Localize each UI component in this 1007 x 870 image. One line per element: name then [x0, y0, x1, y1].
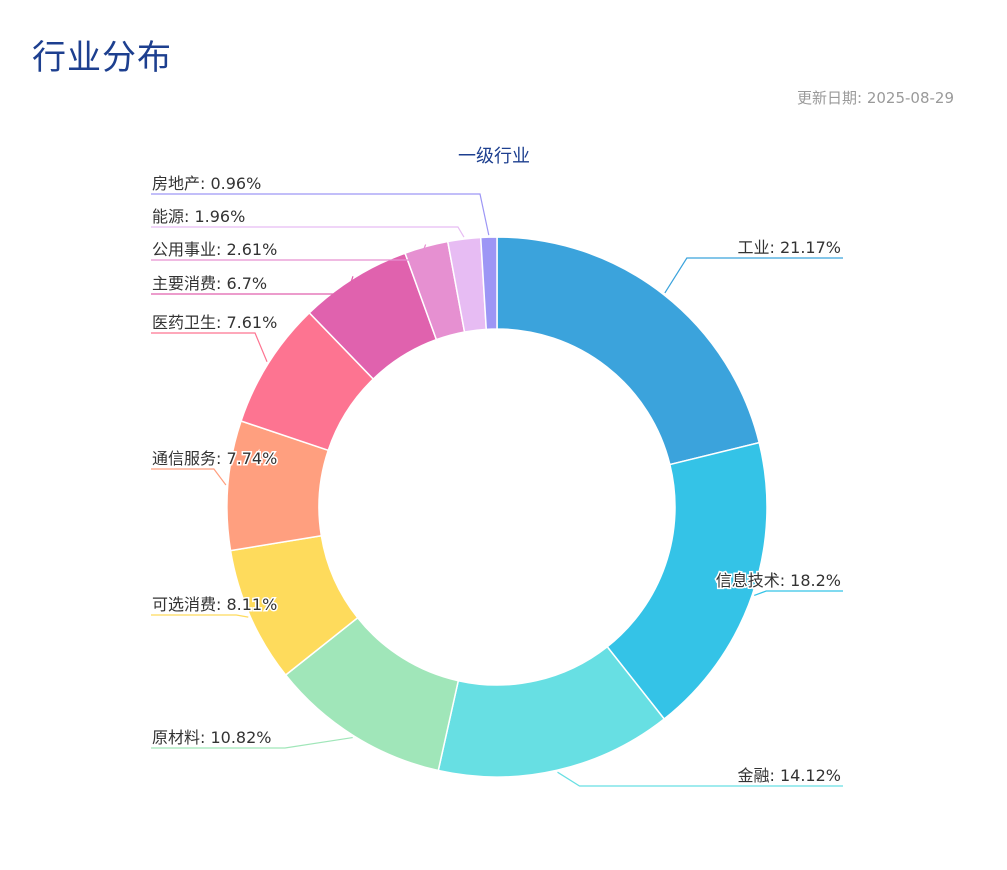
donut-slices: [226, 236, 768, 778]
update-date-value: 2025-08-29: [866, 89, 954, 107]
update-date-label: 更新日期:: [796, 89, 863, 107]
leader-line-8: [151, 244, 427, 261]
slice-label-2: 金融: 14.12%: [738, 766, 842, 785]
slice-label-6: 医药卫生: 7.61%: [152, 313, 277, 332]
slice-label-9: 能源: 1.96%: [152, 207, 245, 226]
leader-line-6: [151, 332, 268, 362]
slice-label-5: 通信服务: 7.74%: [152, 449, 277, 468]
leader-line-9: [151, 226, 465, 238]
slice-label-7: 主要消费: 6.7%: [152, 274, 267, 293]
slice-0[interactable]: [496, 236, 761, 466]
leader-line-3: [151, 736, 353, 749]
slice-label-4: 可选消费: 8.11%: [152, 595, 277, 614]
chart-title: 一级行业: [458, 146, 530, 167]
slice-label-0: 工业: 21.17%: [738, 238, 842, 257]
leader-line-4: [151, 614, 249, 618]
leader-line-7: [151, 276, 354, 295]
update-date: 更新日期: 2025-08-29: [797, 87, 954, 108]
slice-10[interactable]: [479, 236, 498, 331]
slice-labels: 工业: 21.17% 信息技术: 18.2% 金融: 14.12% 原材料: 10.8…: [151, 173, 843, 787]
leader-line-5: [151, 468, 227, 486]
leader-line-1: [754, 590, 843, 596]
leader-line-10: [151, 193, 490, 236]
slice-label-8: 公用事业: 2.61%: [152, 240, 277, 259]
slice-label-1: 信息技术: 18.2%: [716, 571, 841, 590]
page-title: 行业分布: [32, 38, 172, 78]
label-leader-lines: [151, 193, 843, 787]
slice-label-10: 房地产: 0.96%: [152, 174, 261, 193]
slice-label-3: 原材料: 10.82%: [152, 728, 272, 747]
leader-line-2: [557, 771, 843, 787]
leader-line-0: [664, 257, 843, 294]
